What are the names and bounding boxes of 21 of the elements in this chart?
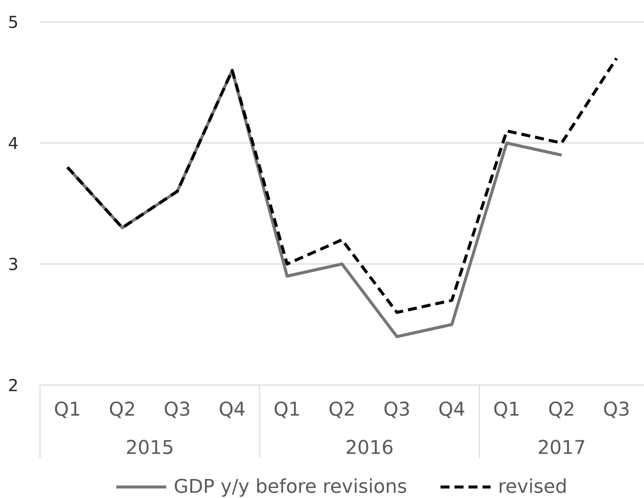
line-series — [66, 56, 618, 314]
y-tick-label: 4 — [8, 136, 18, 150]
text: 2016 — [346, 440, 392, 454]
x-tick-label: Q1 — [494, 402, 518, 418]
legend-label: revised — [500, 478, 566, 494]
text: 2015 — [127, 440, 172, 454]
text: 2017 — [538, 440, 584, 454]
x-tick-label: Q4 — [439, 402, 464, 418]
x-tick-label: Q2 — [110, 402, 134, 418]
x-tick-label: Q3 — [604, 402, 629, 418]
y-tick-label: 5 — [9, 16, 18, 28]
x-tick-label: Q2 — [549, 402, 574, 418]
legend-label: GDP y/y before revisions — [174, 478, 406, 497]
x-tick-label: Q2 — [330, 402, 354, 418]
y-tick-label: 3 — [9, 258, 18, 270]
x-tick-label: Q4 — [220, 402, 245, 418]
y-tick-label: 2 — [9, 378, 17, 392]
x-tick-label: Q3 — [384, 402, 409, 418]
x-tick-label: Q1 — [54, 402, 80, 418]
x-tick-label: Q1 — [274, 402, 299, 418]
x-tick-label: Q3 — [164, 402, 190, 418]
